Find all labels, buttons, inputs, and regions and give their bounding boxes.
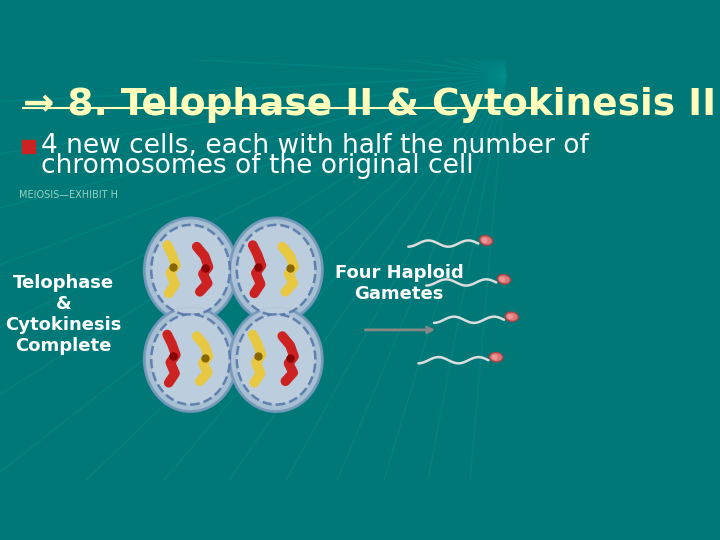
Text: chromosomes of the original cell: chromosomes of the original cell bbox=[41, 153, 474, 179]
Ellipse shape bbox=[498, 274, 510, 284]
Ellipse shape bbox=[507, 314, 513, 319]
Ellipse shape bbox=[151, 314, 230, 404]
Text: → 8. Telophase II & Cytokinesis II: → 8. Telophase II & Cytokinesis II bbox=[23, 87, 716, 123]
Ellipse shape bbox=[482, 238, 487, 243]
Ellipse shape bbox=[230, 307, 323, 411]
Ellipse shape bbox=[144, 218, 237, 322]
Text: Four Haploid
Gametes: Four Haploid Gametes bbox=[335, 264, 464, 302]
Ellipse shape bbox=[237, 314, 315, 404]
Ellipse shape bbox=[151, 225, 230, 315]
Ellipse shape bbox=[505, 312, 518, 321]
Bar bbox=[22, 140, 35, 153]
Ellipse shape bbox=[500, 276, 505, 282]
Text: MEIOSIS—EXHIBIT H: MEIOSIS—EXHIBIT H bbox=[19, 190, 119, 200]
Ellipse shape bbox=[490, 353, 503, 362]
Ellipse shape bbox=[144, 307, 237, 411]
Ellipse shape bbox=[492, 354, 498, 360]
Text: Telophase
&
Cytokinesis
Complete: Telophase & Cytokinesis Complete bbox=[6, 274, 122, 355]
Ellipse shape bbox=[230, 218, 323, 322]
Ellipse shape bbox=[237, 225, 315, 315]
Text: 4 new cells, each with half the number of: 4 new cells, each with half the number o… bbox=[41, 132, 589, 159]
Ellipse shape bbox=[480, 235, 492, 245]
